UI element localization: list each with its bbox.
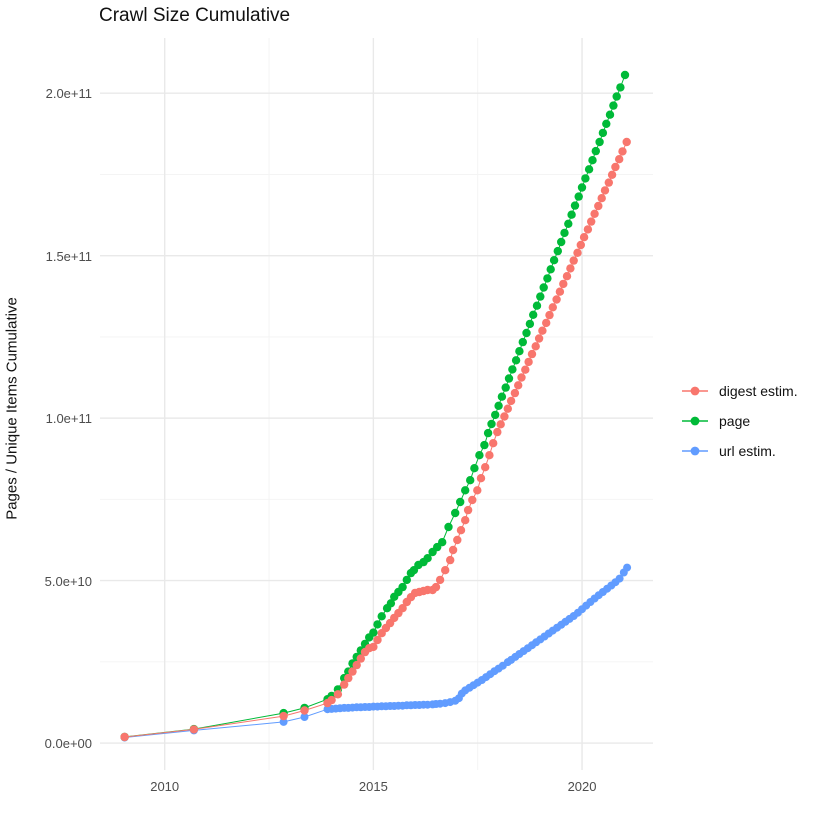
legend-item-page: page [682,410,798,432]
gridlines-major [100,38,653,770]
series-url-estim [120,563,632,742]
legend-label-url-estim: url estim. [719,443,776,459]
y-tick-label: 0.0e+00 [44,736,92,752]
y-axis-title: Pages / Unique Items Cumulative [3,297,21,520]
y-tick-label: 1.5e+11 [45,248,92,264]
legend: digest estim. page url estim. [682,380,798,470]
x-tick-label: 2010 [150,779,180,794]
chart-title: Crawl Size Cumulative [99,5,291,26]
y-tick-label: 2.0e+11 [45,86,92,102]
legend-key-url-estim-icon [682,446,708,456]
series-page [120,70,630,742]
y-tick-label: 1.0e+11 [45,411,92,427]
legend-label-digest-estim: digest estim. [719,383,798,399]
series-digest-estim [120,137,631,742]
x-tick-label: 2015 [358,779,388,794]
gridlines-minor [100,38,653,770]
legend-item-url-estim: url estim. [682,440,798,462]
y-tick-label: 5.0e+10 [44,573,92,589]
legend-key-page-icon [682,416,708,426]
legend-key-digest-estim-icon [682,386,708,396]
legend-label-page: page [719,413,751,429]
x-tick-label: 2020 [567,779,597,794]
legend-item-digest-estim: digest estim. [682,380,798,402]
